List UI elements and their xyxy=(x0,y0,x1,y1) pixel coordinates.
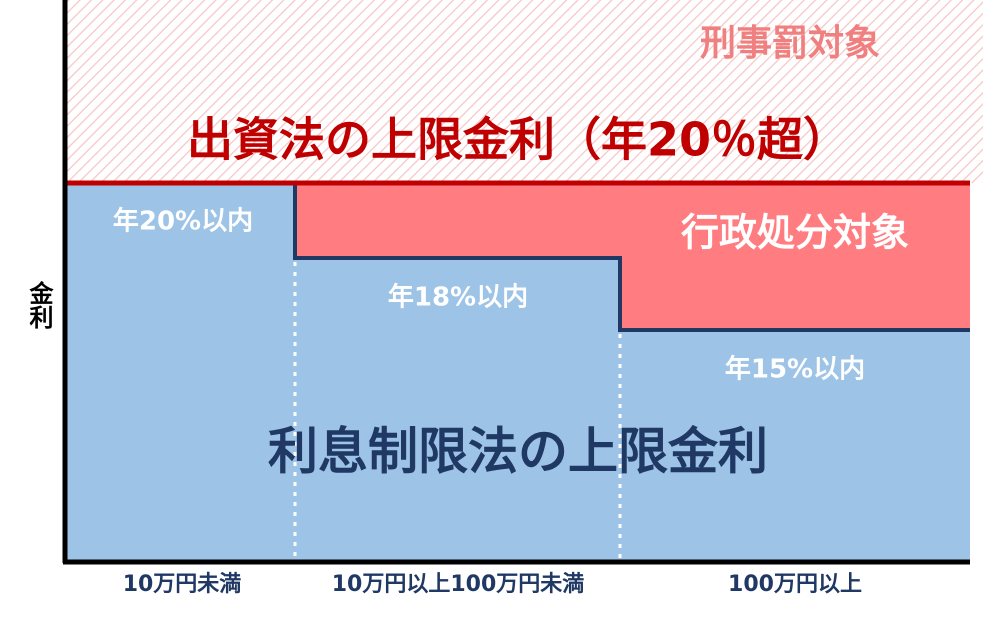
x-label: 10万円以上100万円未満 xyxy=(332,571,585,597)
rate-label: 年20%以内 xyxy=(113,206,253,237)
admin-label: 行政処分対象 xyxy=(681,211,909,255)
limit-label: 出資法の上限金利（年20％超） xyxy=(187,113,849,167)
rate-label: 年15%以内 xyxy=(725,354,865,385)
admin-zone xyxy=(295,185,970,330)
lower-label: 利息制限法の上限金利 xyxy=(268,423,768,481)
y-axis-label: 金利 xyxy=(25,280,54,330)
x-label: 100万円以上 xyxy=(728,572,862,597)
rate-label: 年18%以内 xyxy=(388,282,528,313)
criminal-zone xyxy=(65,0,983,183)
criminal-label: 刑事罰対象 xyxy=(700,23,880,64)
x-label: 10万円未満 xyxy=(123,571,242,597)
step-line xyxy=(293,185,970,332)
